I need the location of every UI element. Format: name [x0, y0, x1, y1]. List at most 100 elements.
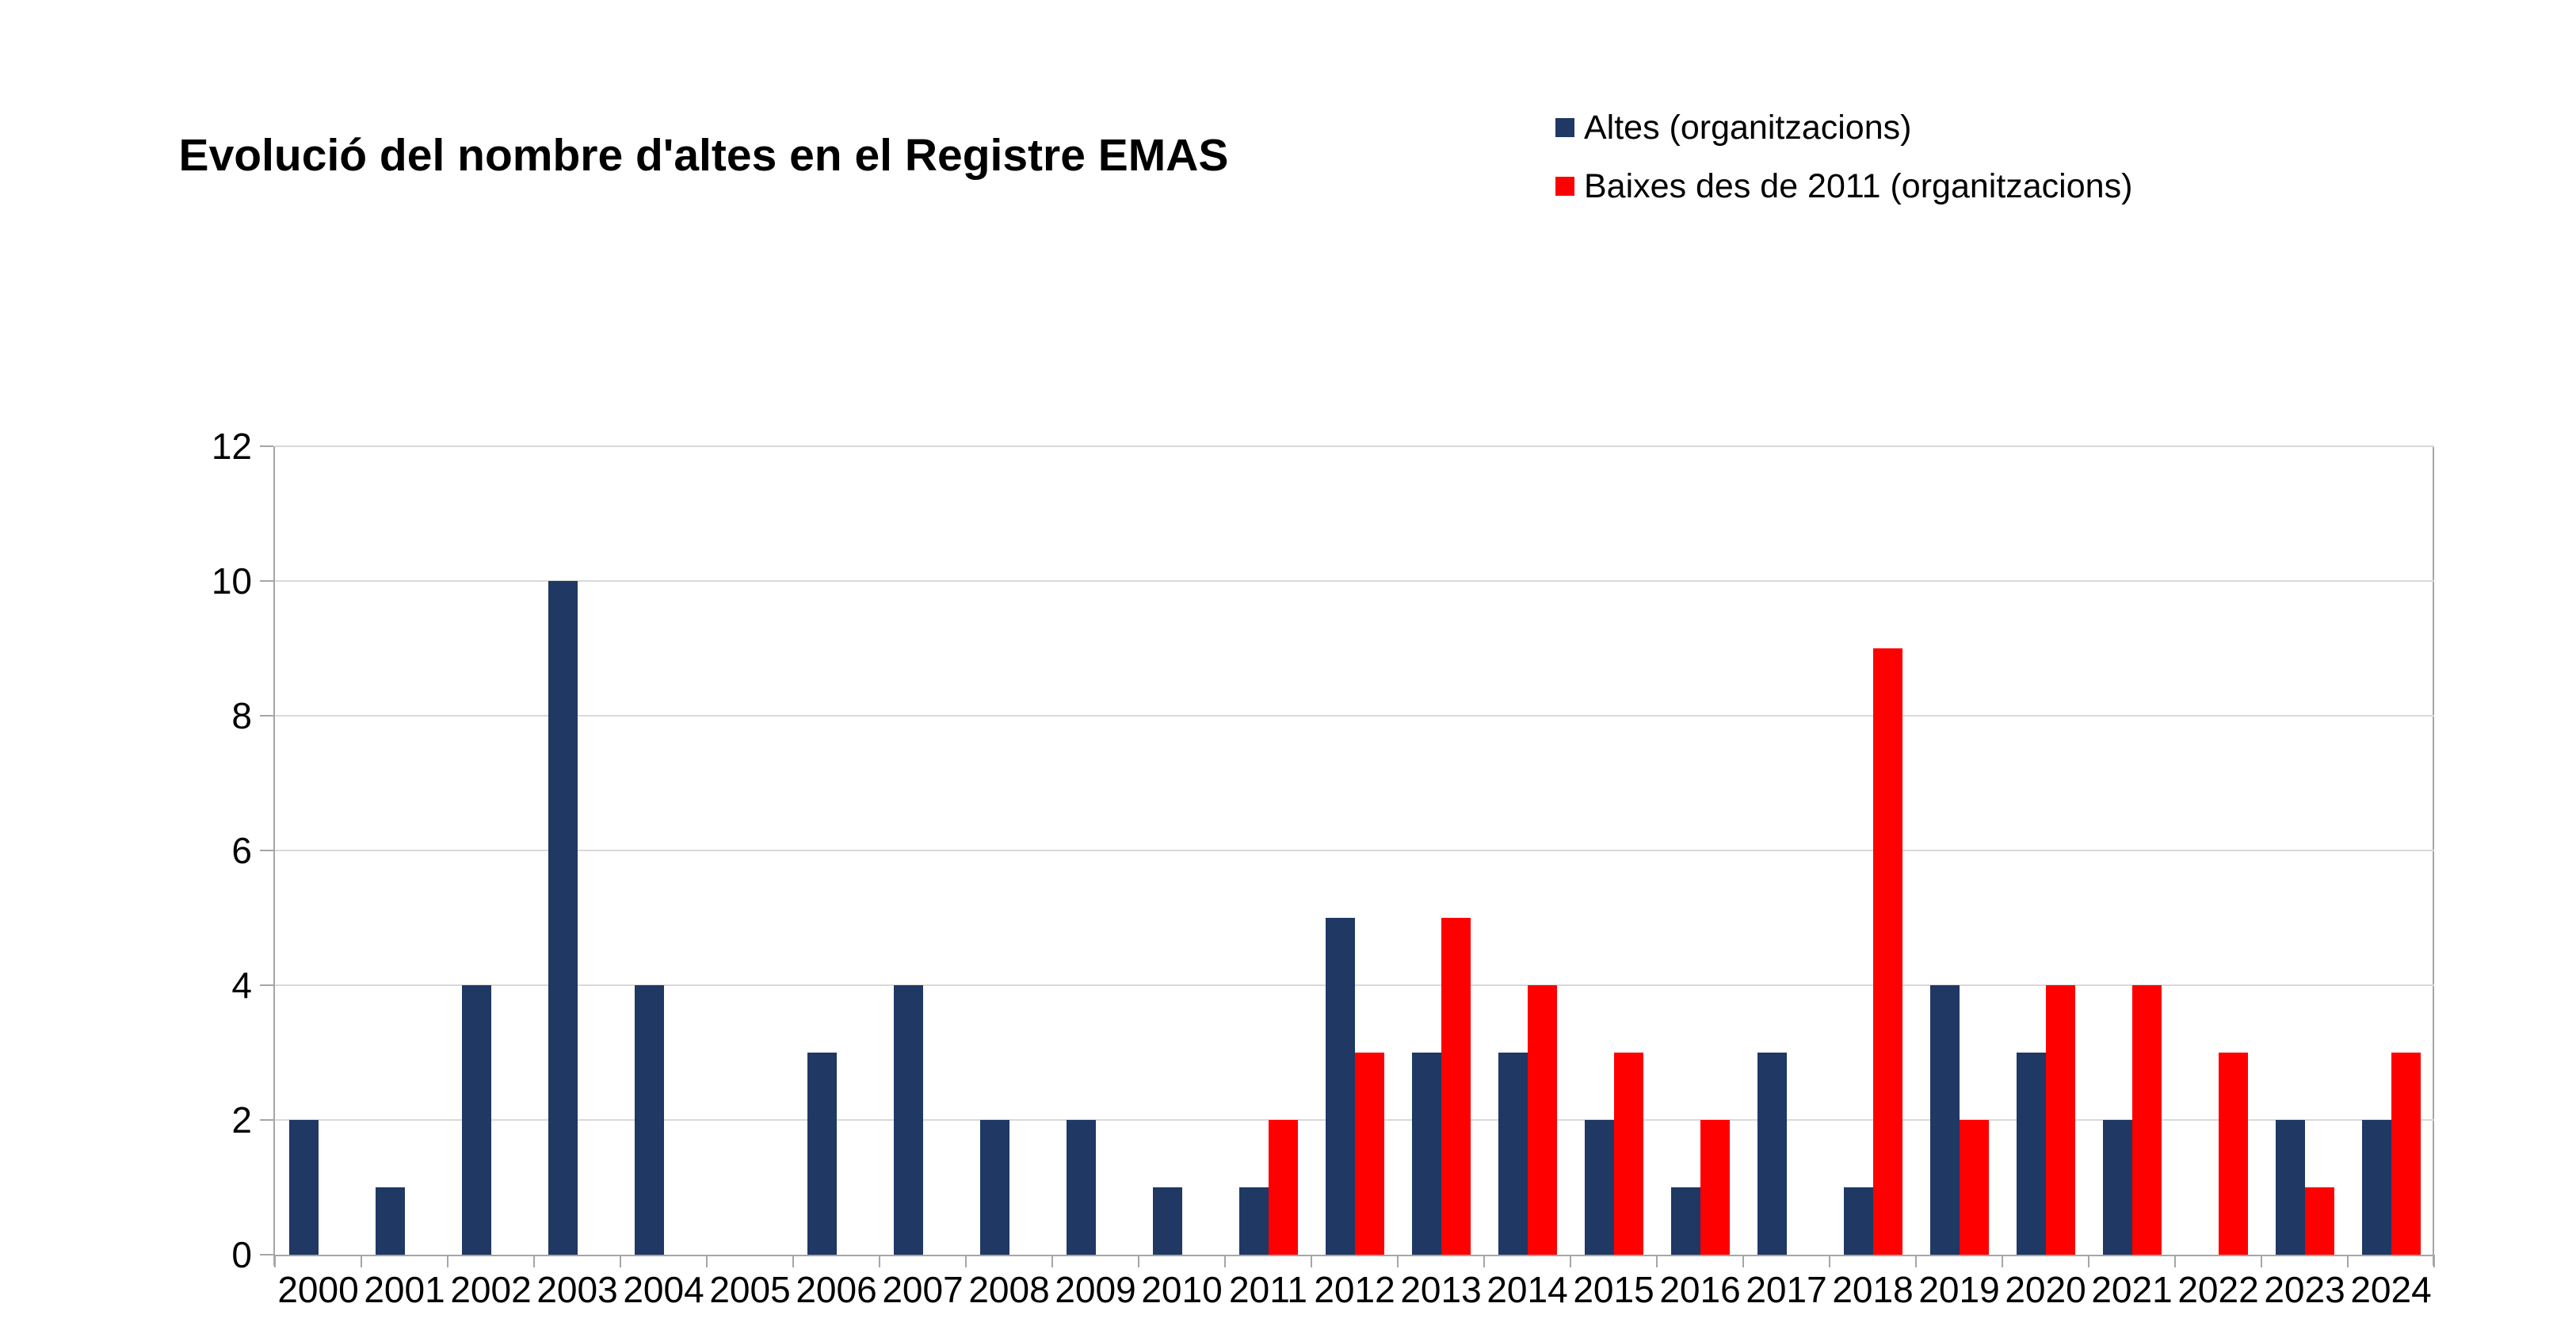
x-axis-label-2007: 2007 — [882, 1269, 964, 1310]
x-axis-label-2002: 2002 — [450, 1269, 532, 1310]
x-axis-label-2018: 2018 — [1832, 1269, 1914, 1310]
bar-altes-2019 — [1929, 985, 1960, 1255]
bar-altes-2023 — [2275, 1120, 2305, 1255]
bar-slot-2023-s0 — [2275, 446, 2305, 1255]
bar-slot-2018-s0 — [1843, 446, 1873, 1255]
x-axis-tick-3 — [533, 1255, 535, 1267]
bar-slot-2019-s0 — [1929, 446, 1960, 1255]
y-axis-label-4: 4 — [231, 965, 252, 1006]
bar-altes-2012 — [1325, 918, 1355, 1255]
x-axis-tick-13 — [1397, 1255, 1399, 1267]
bar-slot-2016-s0 — [1670, 446, 1700, 1255]
x-axis-tick-0 — [274, 1255, 276, 1267]
x-axis-label-2014: 2014 — [1486, 1269, 1568, 1310]
bar-altes-2016 — [1670, 1187, 1700, 1255]
bar-slot-2017-s0 — [1757, 446, 1787, 1255]
bar-slot-2001-s1 — [405, 446, 434, 1255]
bar-baixes-2012 — [1354, 1053, 1384, 1255]
bar-group-2009 — [1052, 446, 1139, 1255]
bar-baixes-2020 — [2045, 985, 2075, 1255]
bar-group-2020 — [2002, 446, 2089, 1255]
x-axis-label-2015: 2015 — [1573, 1269, 1654, 1310]
bar-slot-2009-s0 — [1066, 446, 1096, 1255]
legend-swatch-baixes — [1555, 177, 1574, 196]
x-axis-tick-4 — [620, 1255, 621, 1267]
x-axis-tick-10 — [1138, 1255, 1139, 1267]
bar-baixes-2018 — [1872, 648, 1902, 1255]
bar-altes-2009 — [1066, 1120, 1096, 1255]
y-axis-tick-10 — [260, 580, 273, 582]
bar-slot-2014-s0 — [1498, 446, 1528, 1255]
x-axis-label-2020: 2020 — [2005, 1269, 2086, 1310]
bar-slot-2024-s0 — [2361, 446, 2391, 1255]
bar-group-2014 — [1484, 446, 1570, 1255]
gridline-y-4 — [275, 984, 2434, 986]
bar-group-2023 — [2261, 446, 2348, 1255]
bar-slot-2011-s1 — [1268, 446, 1298, 1255]
bar-baixes-2021 — [2131, 985, 2162, 1255]
x-axis-tick-8 — [965, 1255, 967, 1267]
bar-slot-2013-s0 — [1411, 446, 1441, 1255]
bar-group-2024 — [2348, 446, 2434, 1255]
x-axis-tick-22 — [2174, 1255, 2176, 1267]
bar-slot-2021-s0 — [2102, 446, 2132, 1255]
bar-altes-2000 — [288, 1120, 319, 1255]
bar-baixes-2014 — [1527, 985, 1557, 1255]
x-axis-tick-25 — [2433, 1255, 2435, 1267]
y-axis-tick-4 — [260, 984, 273, 986]
bar-slot-2011-s0 — [1238, 446, 1269, 1255]
bar-altes-2001 — [375, 1187, 405, 1255]
bar-slot-2024-s1 — [2391, 446, 2421, 1255]
bar-group-2000 — [275, 446, 361, 1255]
bar-altes-2020 — [2016, 1053, 2046, 1255]
bar-slot-2001-s0 — [375, 446, 405, 1255]
bar-group-2022 — [2175, 446, 2261, 1255]
bar-slot-2009-s1 — [1096, 446, 1125, 1255]
x-axis-tick-5 — [706, 1255, 708, 1267]
x-axis-label-2024: 2024 — [2350, 1269, 2432, 1310]
y-axis-label-8: 8 — [231, 695, 252, 736]
legend: Altes (organitzacions) Baixes des de 201… — [1555, 108, 2132, 225]
bar-baixes-2023 — [2304, 1187, 2334, 1255]
bar-group-2003 — [534, 446, 620, 1255]
x-axis-label-2006: 2006 — [796, 1269, 877, 1310]
x-axis-label-2000: 2000 — [277, 1269, 359, 1310]
bar-slot-2020-s1 — [2045, 446, 2075, 1255]
bar-altes-2024 — [2361, 1120, 2391, 1255]
bar-altes-2007 — [893, 985, 923, 1255]
x-axis-tick-1 — [361, 1255, 362, 1267]
chart-title: Evolució del nombre d'altes en el Regist… — [178, 130, 1229, 181]
bar-altes-2003 — [548, 581, 578, 1255]
bar-baixes-2022 — [2218, 1053, 2248, 1255]
y-axis-tick-2 — [260, 1119, 273, 1121]
bar-altes-2002 — [461, 985, 491, 1255]
bar-slot-2010-s0 — [1152, 446, 1182, 1255]
bar-altes-2011 — [1238, 1187, 1269, 1255]
bar-slot-2015-s0 — [1584, 446, 1614, 1255]
x-axis-label-2016: 2016 — [1659, 1269, 1741, 1310]
bar-slot-2004-s0 — [634, 446, 664, 1255]
bar-slot-2021-s1 — [2131, 446, 2162, 1255]
legend-item-baixes: Baixes des de 2011 (organitzacions) — [1555, 166, 2132, 206]
bar-slot-2003-s0 — [548, 446, 578, 1255]
bar-slot-2002-s1 — [491, 446, 521, 1255]
x-axis-tick-20 — [2002, 1255, 2003, 1267]
x-axis-tick-14 — [1483, 1255, 1485, 1267]
bar-slot-2006-s1 — [837, 446, 866, 1255]
x-axis-label-2010: 2010 — [1141, 1269, 1223, 1310]
bar-group-2011 — [1225, 446, 1311, 1255]
bar-slot-2000-s0 — [288, 446, 319, 1255]
bar-baixes-2019 — [1959, 1120, 1989, 1255]
bar-altes-2004 — [634, 985, 664, 1255]
y-axis-line — [273, 446, 275, 1266]
y-axis-label-12: 12 — [211, 426, 252, 467]
bar-slot-2006-s0 — [807, 446, 837, 1255]
gridline-y-10 — [275, 580, 2434, 582]
bar-group-2018 — [1830, 446, 1916, 1255]
bar-group-2012 — [1311, 446, 1398, 1255]
bar-group-2016 — [1657, 446, 1743, 1255]
bar-altes-2006 — [807, 1053, 837, 1255]
y-axis-tick-6 — [260, 850, 273, 851]
bar-group-2007 — [880, 446, 966, 1255]
